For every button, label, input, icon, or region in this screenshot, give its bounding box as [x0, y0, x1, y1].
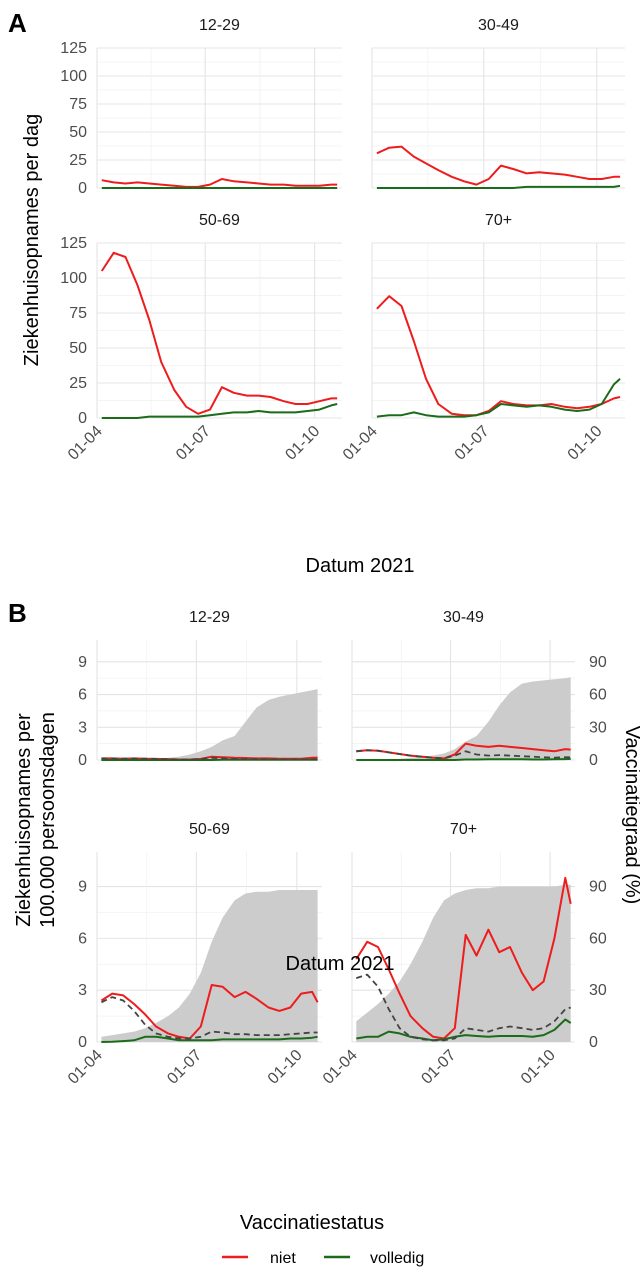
x-tick-label: 01-04 [65, 1047, 106, 1088]
y2-tick-label: 30 [589, 982, 607, 999]
y-tick-label: 75 [69, 305, 87, 322]
facet-12-29: 12-29 0 3 6 9 [78, 609, 322, 769]
y2-tick-label: 60 [589, 930, 607, 947]
facet-title: 30-49 [478, 17, 519, 34]
y-tick-label: 6 [78, 687, 87, 704]
series-line-volledig [376, 378, 621, 418]
facet-70+: 70+ 01-04 01-07 01-10 [340, 212, 625, 464]
series-line-volledig [356, 757, 571, 761]
facet-50-69: 50-69 0 3 6 9 01-04 01-07 01-10 [65, 821, 322, 1088]
y-tick-label: 9 [78, 654, 87, 671]
series-line-volledig [356, 1018, 572, 1042]
coverage-area [101, 689, 318, 760]
y-tick-label: 6 [78, 930, 87, 947]
series-line-reference [101, 756, 318, 761]
facet-title: 30-49 [443, 609, 484, 626]
facet-title: 12-29 [199, 17, 240, 34]
x-tick-label: 01-07 [173, 423, 214, 464]
legend-title: Vaccinatiestatus [240, 1212, 384, 1234]
y-axis-title-a: Ziekenhuisopnames per dag [21, 114, 43, 366]
y2-tick-label: 60 [589, 687, 607, 704]
coverage-area [356, 884, 571, 1042]
y2-tick-label: 90 [589, 879, 607, 896]
y-axis-title-b-line2: 100.000 persoonsdagen [37, 712, 59, 928]
facet-title: 12-29 [189, 609, 230, 626]
x-tick-label: 01-07 [164, 1047, 205, 1088]
y2-tick-label: 30 [589, 719, 607, 736]
y-tick-label: 0 [78, 410, 87, 427]
facet-30-49: 30-49 0 30 60 90 [351, 609, 607, 769]
facet-title: 70+ [450, 821, 477, 838]
panel-a: 12-29025507510012530-4950-69025507510012… [60, 17, 625, 464]
y2-tick-label: 0 [589, 1034, 598, 1051]
x-tick-label: 01-04 [320, 1047, 361, 1088]
x-axis-title-a: Datum 2021 [306, 555, 415, 577]
facet-title: 50-69 [189, 821, 230, 838]
facet-12-29: 12-29 0 25 50 75 100 125 [60, 17, 342, 197]
panel-b: 12-29 0 3 6 9 30-49 0 30 60 90 50-69 0 3 6 9 01-04 01-07… [13, 609, 607, 1088]
y-tick-label: 0 [78, 1034, 87, 1051]
y-tick-label: 100 [60, 68, 87, 85]
y-tick-label: 100 [60, 270, 87, 287]
y-tick-label: 0 [78, 180, 87, 197]
series-line-niet [101, 178, 338, 188]
y2-axis-title-b: Vaccinatiegraad (%) [621, 726, 640, 905]
y2-tick-label: 90 [589, 654, 607, 671]
series-line-niet [356, 742, 571, 760]
legend-label-volledig: volledig [370, 1250, 424, 1267]
y-tick-label: 25 [69, 152, 87, 169]
y-tick-label: 3 [78, 982, 87, 999]
series-line-niet [100, 251, 338, 415]
facet-30-49: 30-49 [371, 17, 625, 189]
series-line-niet [376, 145, 621, 186]
x-tick-label: 01-04 [65, 423, 106, 464]
x-tick-label: 01-10 [265, 1047, 306, 1088]
y-tick-label: 125 [60, 40, 87, 57]
facet-title: 70+ [485, 212, 512, 229]
y-axis-title-b-line1: Ziekenhuisopnames per [13, 713, 35, 927]
facet-50-69: 50-69 0 25 50 75 100 125 01-04 01-07 01-10 [60, 212, 342, 464]
x-tick-label: 01-10 [518, 1047, 559, 1088]
y-tick-label: 9 [78, 879, 87, 896]
y2-tick-label: 0 [589, 752, 598, 769]
coverage-area [356, 677, 571, 760]
series-line-reference [356, 973, 571, 1042]
series-line-reference [356, 749, 571, 760]
y-tick-label: 125 [60, 235, 87, 252]
x-tick-label: 01-10 [565, 423, 606, 464]
series-line-niet [376, 295, 621, 417]
y-tick-label: 0 [78, 752, 87, 769]
x-tick-label: 01-10 [282, 423, 323, 464]
legend-label-niet: niet [270, 1250, 296, 1267]
series-line-niet [100, 984, 319, 1040]
y-tick-label: 75 [69, 96, 87, 113]
series-line-volledig [101, 1035, 318, 1043]
series-line-volledig [376, 184, 621, 189]
x-tick-label: 01-04 [340, 423, 381, 464]
series-line-volledig [101, 403, 338, 419]
legend: Vaccinatiestatus niet volledig [222, 1212, 424, 1267]
series-line-niet [355, 876, 572, 1040]
panel-label-b: B [8, 598, 27, 628]
x-tick-label: 01-07 [452, 423, 493, 464]
y-tick-label: 50 [69, 124, 87, 141]
panel-label-a: A [8, 8, 27, 38]
x-tick-label: 01-07 [418, 1047, 459, 1088]
y-tick-label: 3 [78, 719, 87, 736]
y-tick-label: 25 [69, 375, 87, 392]
facet-title: 50-69 [199, 212, 240, 229]
series-line-reference [101, 996, 318, 1040]
x-axis-title-b: Datum 2021 [286, 953, 395, 975]
y-tick-label: 50 [69, 340, 87, 357]
